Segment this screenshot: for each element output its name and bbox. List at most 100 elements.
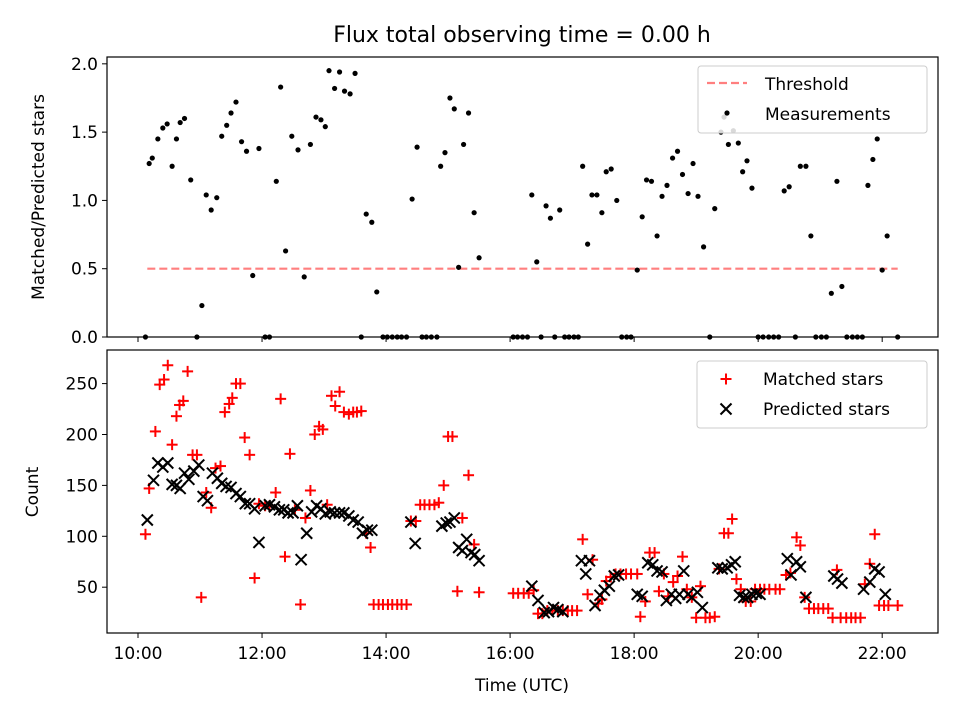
matched-star-point	[234, 378, 246, 390]
matched-star-point	[869, 528, 881, 540]
predicted-star-point	[753, 588, 767, 601]
legend-predicted-label: Predicted stars	[763, 400, 890, 420]
legend-threshold-label: Threshold	[764, 75, 849, 95]
matched-star-point	[722, 527, 734, 539]
measurement-point	[695, 193, 701, 199]
predicted-star-point-b	[583, 554, 596, 567]
measurement-point	[735, 140, 741, 146]
measurement-point	[589, 192, 595, 198]
measurement-point	[712, 206, 718, 212]
matched-star-point	[433, 497, 445, 509]
predicted-star-point-b	[781, 552, 794, 565]
matched-star-point	[244, 449, 256, 461]
ratio-y-tick-label: 1.5	[71, 123, 98, 143]
predicted-star-point-b	[178, 466, 191, 480]
measurement-point	[238, 139, 245, 145]
count-x-tick-label: 18:00	[610, 644, 659, 664]
measurement-point	[347, 91, 353, 97]
matched-star-point	[882, 600, 894, 612]
count-points	[139, 359, 904, 624]
count-legend-box	[696, 360, 928, 429]
predicted-star-point-b	[409, 537, 422, 550]
measurement-point	[884, 233, 890, 239]
measurement-point	[690, 160, 696, 167]
measurement-point	[369, 219, 375, 225]
predicted-star-point	[409, 537, 422, 550]
measurement-point	[534, 259, 540, 265]
measurement-point	[160, 125, 166, 131]
legend-matched-marker	[720, 373, 732, 385]
measurement-point	[786, 184, 792, 190]
matched-star-point	[653, 585, 665, 597]
measurement-point	[580, 163, 586, 169]
predicted-star-point	[799, 591, 813, 604]
matched-star-point	[239, 432, 251, 444]
measurement-point	[177, 119, 183, 126]
matched-star-point	[730, 573, 742, 585]
predicted-star-point	[178, 466, 191, 480]
predicted-star-point	[691, 586, 704, 599]
measurement-point	[228, 110, 234, 116]
matched-star-point	[284, 448, 296, 460]
measurement-point	[781, 188, 787, 194]
measurement-point	[585, 241, 591, 247]
predicted-star-point-b	[440, 516, 453, 530]
predicted-star-point-b	[448, 511, 461, 525]
ratio-y-axis: 0.0 0.5 1.0 1.5 2.0	[71, 55, 107, 348]
matched-star-point	[631, 568, 643, 580]
predicted-star-point	[468, 548, 481, 561]
predicted-star-point-b	[635, 590, 649, 603]
measurement-point	[181, 115, 188, 122]
matched-star-point	[223, 398, 235, 410]
legend-measurements-label: Measurements	[765, 105, 891, 125]
predicted-star-point-b	[547, 601, 560, 614]
predicted-star-point-b	[161, 456, 174, 470]
count-x-tick-label: 12:00	[238, 644, 287, 664]
measurement-point	[188, 177, 194, 183]
measurement-point	[803, 163, 809, 169]
count-panel: 50 100 150 200 250 10:00 12:00 14:00 16:00 18:00…	[23, 349, 939, 696]
predicted-star-point-b	[346, 513, 360, 527]
measurement-point	[674, 148, 681, 154]
predicted-star-point-b	[328, 506, 341, 520]
measurement-point	[352, 70, 358, 76]
count-plot-frame	[106, 349, 939, 634]
matched-star-point	[854, 612, 866, 624]
measurement-point	[834, 178, 840, 184]
count-x-tick-label: 14:00	[362, 644, 411, 664]
measurement-point	[465, 110, 472, 116]
matched-star-point	[473, 586, 485, 598]
predicted-star-point-b	[472, 554, 486, 567]
matched-star-point	[639, 595, 651, 607]
predicted-star-point	[612, 568, 625, 582]
measurement-point	[146, 160, 152, 167]
predicted-star-point-b	[879, 588, 892, 601]
predicted-star-point	[583, 554, 596, 567]
measurement-point	[438, 163, 444, 169]
legend-predicted-marker-b	[719, 402, 733, 416]
measurement-point	[648, 178, 655, 184]
count-y-tick-label: 250	[66, 375, 98, 395]
ratio-y-tick-label: 1.0	[71, 191, 98, 211]
predicted-star-point-b	[537, 606, 551, 619]
matched-star-point	[892, 600, 904, 612]
matched-star-point	[822, 603, 834, 615]
predicted-star-point-b	[333, 506, 346, 520]
measurement-point	[155, 136, 161, 142]
predicted-star-point-b	[404, 515, 418, 529]
measurement-point	[599, 210, 605, 216]
matched-star-point	[210, 462, 222, 474]
predicted-star-point	[300, 527, 313, 540]
predicted-star-point	[696, 601, 709, 614]
predicted-star-point-b	[750, 587, 763, 600]
predicted-star-point-b	[612, 568, 625, 582]
measurement-point	[208, 207, 214, 213]
matched-star-point	[325, 390, 337, 402]
measurement-point	[451, 106, 457, 112]
measurement-point	[233, 99, 239, 105]
predicted-star-point-b	[234, 490, 247, 503]
predicted-star-point	[781, 552, 794, 565]
measurement-point	[460, 141, 467, 148]
predicted-star-point-b	[464, 546, 478, 559]
